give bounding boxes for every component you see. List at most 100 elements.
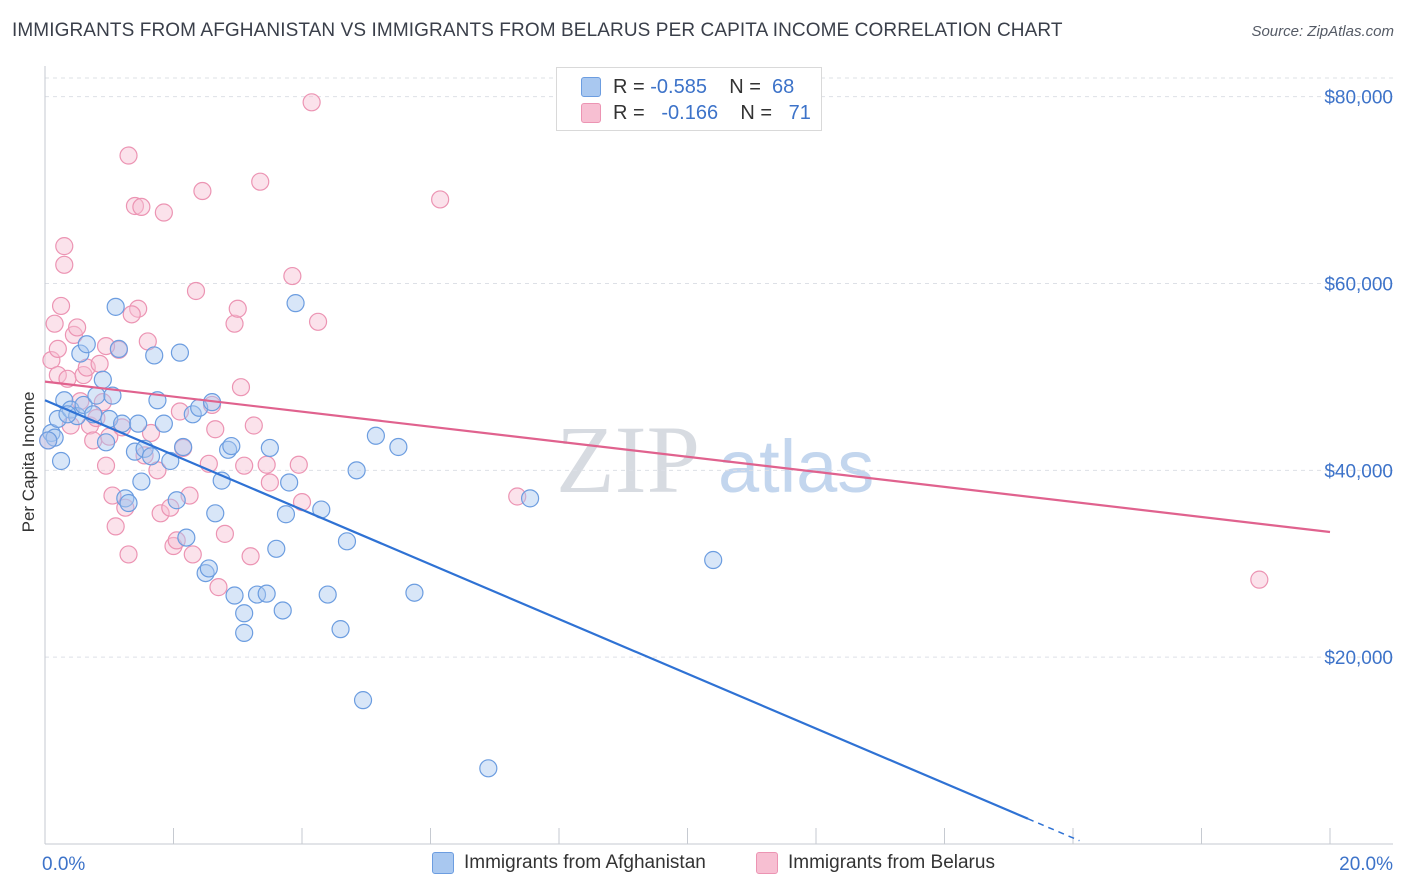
- belarus-point: [193, 181, 212, 201]
- afghanistan-point: [260, 438, 279, 458]
- y-tick-label: $40,000: [1324, 461, 1393, 482]
- afghanistan-point: [71, 344, 90, 363]
- trend-lines: [44, 380, 1331, 842]
- belarus-point: [183, 545, 202, 564]
- watermark: ZIP atlas: [556, 406, 874, 513]
- belarus-point: [55, 237, 74, 256]
- belarus-point: [42, 351, 61, 370]
- y-tick-label: $60,000: [1324, 275, 1393, 296]
- afghanistan-point: [51, 451, 71, 471]
- belarus-point: [119, 545, 138, 564]
- belarus-point: [154, 203, 173, 222]
- x-tick-label-start: 0.0%: [42, 854, 85, 875]
- belarus-legend-swatch: [756, 852, 778, 874]
- afghanistan-point: [93, 370, 112, 389]
- legend-n-label: N =: [729, 75, 761, 98]
- belarus-point: [96, 456, 116, 475]
- source-label: Source: ZipAtlas.com: [1251, 23, 1394, 40]
- afghanistan-point: [96, 433, 116, 452]
- belarus-point: [302, 93, 321, 112]
- afghanistan-point: [167, 491, 186, 510]
- legend-r-value: -0.166: [661, 101, 719, 124]
- belarus-point: [161, 498, 180, 517]
- afghanistan-point: [704, 550, 723, 570]
- afghanistan-point: [280, 473, 299, 492]
- afghanistan-point: [141, 447, 161, 466]
- afghanistan-point: [174, 437, 193, 457]
- belarus-point: [186, 281, 206, 301]
- afghanistan-point: [106, 297, 125, 316]
- belarus-point: [244, 416, 263, 435]
- afghanistan-point: [222, 436, 241, 456]
- afghanistan-point: [225, 586, 244, 605]
- watermark-atlas: atlas: [718, 425, 874, 508]
- afghanistan-point: [247, 585, 267, 604]
- afghanistan-point: [154, 414, 173, 433]
- belarus-point: [283, 266, 302, 286]
- belarus-point: [90, 354, 109, 373]
- afghanistan-point: [235, 623, 254, 642]
- belarus-point: [122, 305, 141, 324]
- y-tick-label: $80,000: [1324, 88, 1393, 109]
- belarus-point: [289, 455, 308, 474]
- belarus-point: [1250, 570, 1269, 589]
- y-axis-title: Per Capita Income: [19, 392, 38, 533]
- afghanistan-point: [77, 335, 96, 354]
- belarus-point: [431, 190, 450, 209]
- legend-r-label: R =: [613, 101, 645, 124]
- belarus-point: [206, 420, 225, 439]
- afghanistan-point: [39, 431, 58, 450]
- afghanistan-legend-label: Immigrants from Afghanistan: [464, 852, 706, 873]
- afghanistan-point: [353, 691, 373, 710]
- belarus-point: [225, 314, 244, 333]
- afghanistan-point: [119, 493, 138, 513]
- afghanistan-point: [347, 461, 366, 480]
- legend-r-label: R =: [613, 75, 645, 98]
- belarus-point: [260, 473, 279, 492]
- belarus-point: [151, 504, 170, 523]
- x-tick-label-end: 20.0%: [1339, 854, 1393, 875]
- belarus-point: [45, 314, 64, 333]
- chart-title: IMMIGRANTS FROM AFGHANISTAN VS IMMIGRANT…: [12, 20, 1063, 41]
- bottom-legend-afghanistan: Immigrants from Afghanistan: [432, 852, 706, 874]
- belarus-point: [55, 255, 74, 274]
- afghanistan-point: [273, 601, 292, 620]
- bottom-legend-belarus: Immigrants from Belarus: [756, 852, 995, 874]
- afghanistan-point: [286, 294, 305, 313]
- correlation-legend: R = -0.585 N = 68 R = -0.166 N = 71: [556, 67, 822, 131]
- afghanistan-point: [87, 386, 106, 405]
- afghanistan-point: [206, 504, 225, 523]
- belarus-point: [228, 299, 247, 318]
- afghanistan-point: [109, 339, 128, 359]
- grid: [45, 77, 1393, 658]
- afghanistan-point: [318, 585, 337, 604]
- afghanistan-point: [520, 489, 540, 508]
- y-tick-label: $20,000: [1324, 648, 1393, 669]
- belarus-point: [308, 312, 328, 331]
- legend-row-belarus: R = -0.166 N = 71: [581, 101, 811, 125]
- afghanistan-point: [48, 409, 67, 429]
- belarus-point: [235, 456, 254, 475]
- legend-n-label: N =: [740, 101, 772, 124]
- belarus-point: [231, 378, 251, 397]
- belarus-point: [251, 172, 270, 191]
- belarus-point: [93, 393, 112, 412]
- afghanistan-point: [170, 343, 190, 362]
- belarus-point: [125, 196, 145, 216]
- belarus-trend-line: [44, 380, 1331, 534]
- afghanistan-point: [183, 405, 202, 424]
- afghanistan-legend-swatch: [432, 852, 454, 874]
- belarus-point: [106, 517, 125, 536]
- afghanistan-point: [267, 539, 286, 558]
- afghanistan-point: [177, 528, 196, 547]
- afghanistan-point: [366, 426, 385, 445]
- legend-n-value: 71: [788, 101, 811, 124]
- belarus-point: [164, 536, 183, 556]
- legend-row-afghanistan: R = -0.585 N = 68: [581, 75, 794, 99]
- belarus-point: [241, 547, 260, 566]
- axis-labels: $20,000 $40,000 $60,000 $80,000 0.0% 20.0% Per…: [19, 88, 1393, 875]
- belarus-point: [141, 423, 161, 443]
- afghanistan-point: [257, 584, 276, 603]
- afghanistan-point: [199, 559, 218, 578]
